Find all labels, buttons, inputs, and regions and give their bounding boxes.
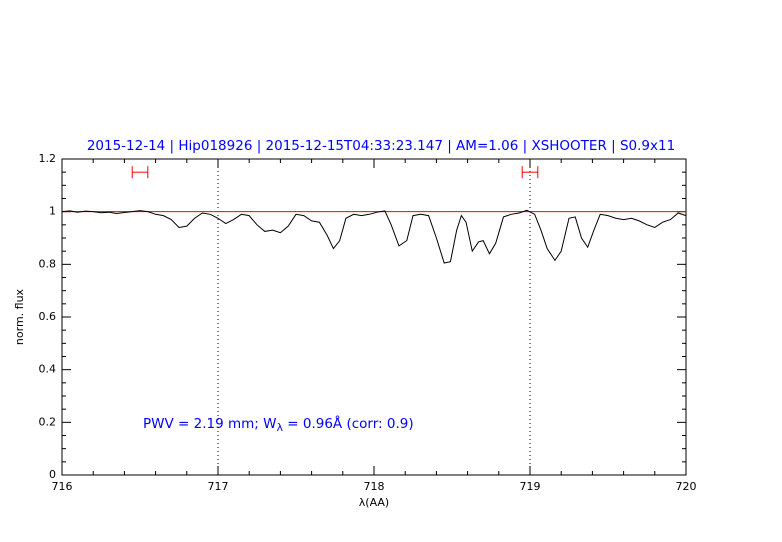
annotation-text: = 0.96Å (corr: 0.9) <box>283 415 414 432</box>
annotation: PWV = 2.19 mm; Wλ = 0.96Å (corr: 0.9) <box>143 415 414 434</box>
interval-marker <box>521 166 539 179</box>
y-tick-label: 0.2 <box>39 415 57 428</box>
annotation-subscript: λ <box>276 421 283 434</box>
x-tick-label: 717 <box>208 480 229 493</box>
spectrum-line <box>61 209 687 264</box>
y-tick-label: 1 <box>49 205 56 218</box>
y-tick-label: 0.8 <box>39 257 57 270</box>
chart-title: 2015-12-14 | Hip018926 | 2015-12-15T04:3… <box>87 138 675 154</box>
y-tick-label: 0.4 <box>39 363 57 376</box>
x-axis-label: λ(AA) <box>359 496 389 509</box>
annotation-text: PWV = 2.19 mm; W <box>143 416 276 432</box>
x-tick-label: 720 <box>676 480 697 493</box>
interval-marker <box>131 166 149 179</box>
y-tick-label: 1.2 <box>39 152 57 165</box>
x-tick-label: 718 <box>364 480 385 493</box>
x-tick-label: 716 <box>52 480 73 493</box>
y-tick-label: 0 <box>49 468 56 481</box>
y-axis-label: norm. flux <box>13 288 26 345</box>
y-tick-label: 0.6 <box>39 310 57 323</box>
x-tick-label: 719 <box>520 480 541 493</box>
